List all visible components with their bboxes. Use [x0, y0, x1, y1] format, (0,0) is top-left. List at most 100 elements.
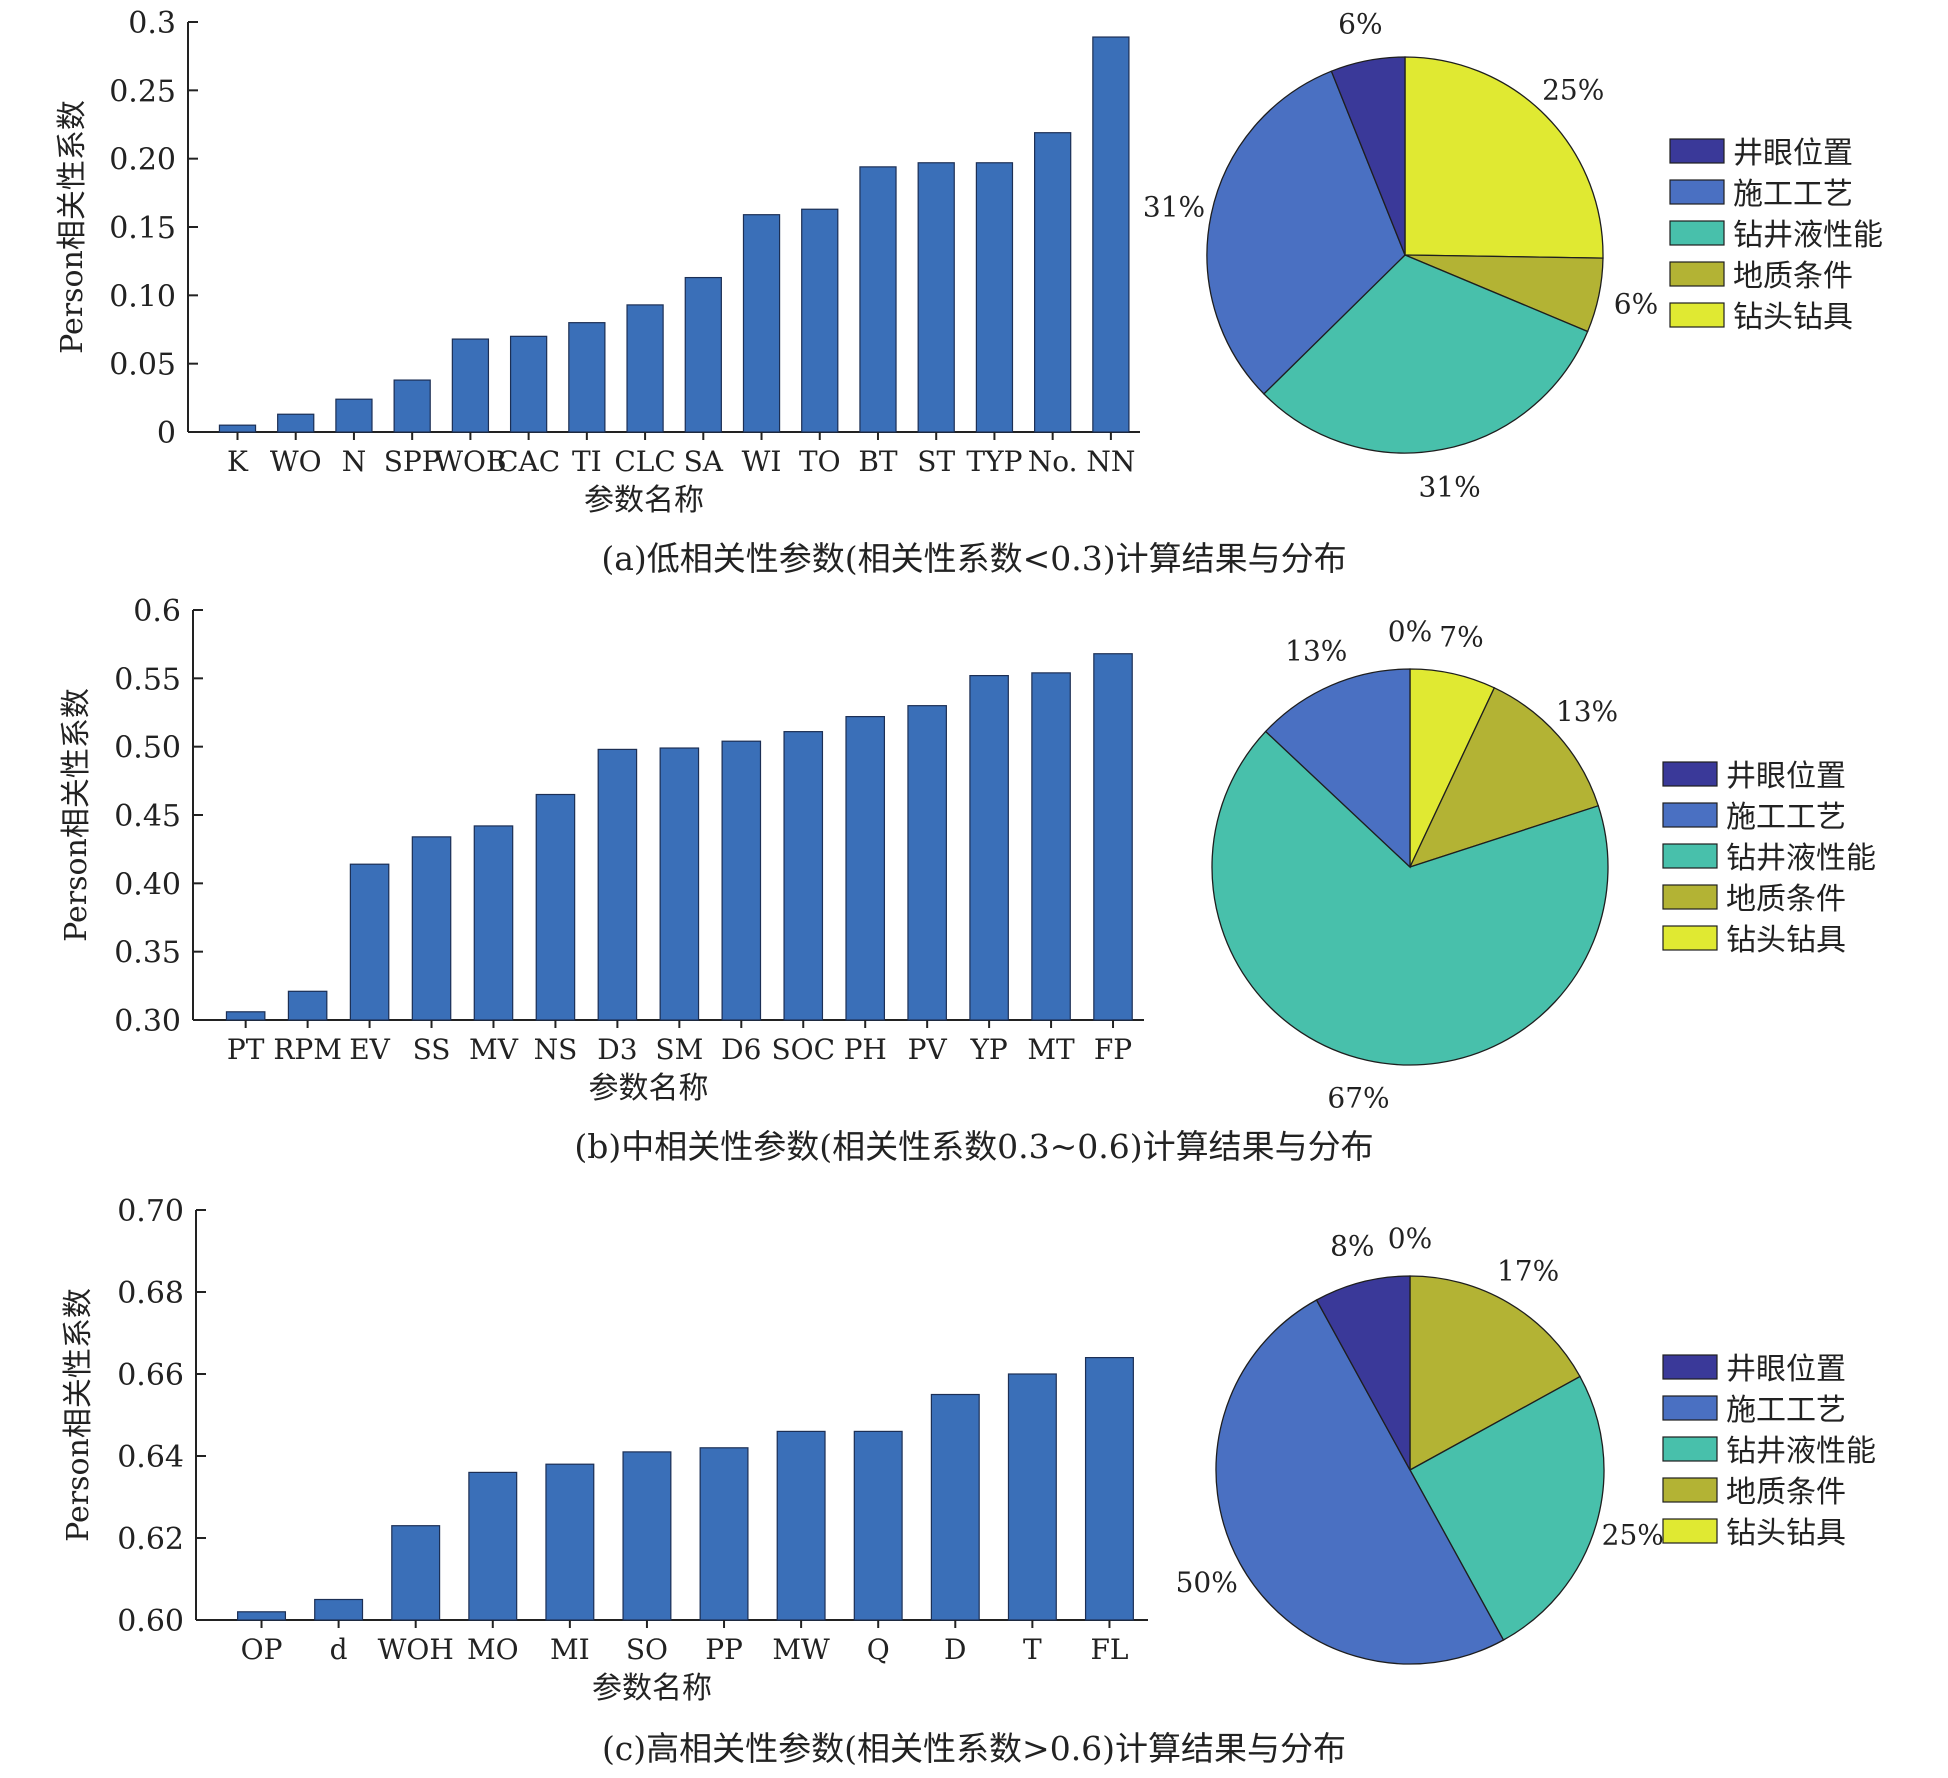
legend-swatch	[1669, 138, 1725, 164]
pie-slice	[1409, 1375, 1605, 1641]
x-tick-label: SA	[684, 445, 724, 478]
y-axis-label: Person相关性系数	[61, 1288, 96, 1542]
bar	[1093, 653, 1133, 1021]
pie-slice	[1404, 56, 1604, 259]
caption-c: (c)高相关性参数(相关性系数>0.6)计算结果与分布	[601, 1729, 1347, 1768]
x-tick-label: N	[342, 445, 367, 478]
pie-slice-label: 0%	[1388, 1222, 1432, 1255]
pie-slice	[1409, 1275, 1581, 1472]
legend-swatch	[1669, 302, 1725, 328]
x-tick-label: WOB	[434, 445, 506, 478]
bar	[509, 335, 548, 433]
legend-label: 施工工艺	[1726, 800, 1846, 835]
bar	[930, 1393, 980, 1621]
x-tick-label: TYP	[966, 445, 1022, 478]
y-tick-label: 0.45	[114, 799, 181, 834]
x-tick-label: NS	[534, 1033, 578, 1066]
legend-label: 地质条件	[1726, 1475, 1846, 1510]
bar	[1031, 672, 1071, 1021]
pie-slice-label: 6%	[1614, 287, 1658, 320]
pie-slice-label: 31%	[1419, 471, 1481, 504]
bar-chart-c: 0.60 0.62 0.64 0.66 0.68 0.70 OP d WOH MO MI SO PP MW…	[61, 1194, 1148, 1706]
bar	[721, 740, 762, 1021]
legend-swatch	[1662, 1354, 1718, 1380]
pie-slice-label: 13%	[1556, 695, 1618, 728]
legend-label: 地质条件	[1733, 259, 1853, 294]
legend-swatch	[1662, 1477, 1718, 1503]
y-tick-label: 0.20	[109, 143, 176, 178]
x-tick-label: SPP	[384, 445, 441, 478]
x-tick-label: PV	[908, 1033, 948, 1066]
bar	[225, 1011, 266, 1021]
bar	[783, 731, 824, 1021]
x-tick-label: D6	[721, 1033, 761, 1066]
x-tick-label: WI	[742, 445, 782, 478]
legend-swatch	[1669, 179, 1725, 205]
bar	[349, 863, 390, 1021]
bar	[393, 379, 431, 433]
bar	[699, 1447, 749, 1621]
x-tick-label: BT	[858, 445, 898, 478]
bar	[218, 424, 257, 433]
bar	[659, 747, 700, 1021]
pie-slice-label: 0%	[1388, 615, 1432, 648]
pie-slice-label: 7%	[1439, 621, 1483, 654]
x-tick-label: D	[944, 1633, 966, 1666]
pie-slice	[1211, 730, 1609, 1066]
legend-label: 施工工艺	[1733, 177, 1853, 212]
x-tick-label: Q	[867, 1633, 890, 1666]
y-axis-label: Person相关性系数	[55, 100, 90, 354]
legend-swatch	[1662, 843, 1718, 869]
y-tick-label: 0	[157, 416, 176, 451]
y-tick-label: 0.6	[133, 594, 181, 629]
x-tick-label: No.	[1028, 445, 1078, 478]
legend-swatch	[1662, 884, 1718, 910]
bar	[859, 166, 897, 433]
x-tick-label: WOH	[378, 1633, 454, 1666]
legend-swatch	[1662, 925, 1718, 951]
y-tick-label: 0.3	[128, 6, 176, 41]
legend-swatch	[1662, 1518, 1718, 1544]
y-tick-label: 0.68	[117, 1276, 184, 1311]
x-tick-label: MI	[550, 1633, 590, 1666]
x-tick-label: d	[330, 1633, 348, 1666]
pie-slice	[1264, 668, 1411, 869]
bar	[1084, 1356, 1134, 1621]
y-tick-label: 0.10	[109, 279, 176, 314]
bar	[335, 398, 373, 433]
bar	[468, 1471, 518, 1621]
x-tick-label: T	[1023, 1633, 1042, 1666]
x-tick-label: YP	[969, 1033, 1007, 1066]
x-tick-label: PH	[844, 1033, 887, 1066]
bar	[597, 748, 638, 1021]
x-axis-label: 参数名称	[584, 483, 704, 518]
bar	[1007, 1373, 1057, 1621]
pie-slice	[1330, 56, 1406, 256]
bar	[411, 836, 452, 1021]
x-axis-label: 参数名称	[592, 1671, 712, 1706]
bar	[535, 793, 576, 1021]
legend-swatch	[1669, 261, 1725, 287]
bar	[622, 1451, 672, 1621]
bar	[853, 1430, 903, 1621]
caption-a: (a)低相关性参数(相关性系数<0.3)计算结果与分布	[601, 539, 1347, 578]
bar	[451, 338, 490, 433]
bar	[907, 705, 947, 1021]
bar	[801, 208, 839, 433]
legend-swatch	[1669, 220, 1725, 246]
x-tick-label: PP	[705, 1633, 743, 1666]
x-tick-label: MO	[467, 1633, 519, 1666]
bar	[969, 674, 1009, 1021]
x-tick-label: OP	[241, 1633, 283, 1666]
pie-slice-label: 25%	[1542, 73, 1604, 106]
caption-b: (b)中相关性参数(相关性系数0.3~0.6)计算结果与分布	[574, 1127, 1374, 1166]
bar	[568, 322, 606, 433]
legend-swatch	[1662, 1395, 1718, 1421]
bar	[473, 825, 514, 1021]
pie-slice-label: 13%	[1285, 634, 1347, 667]
pie-slice	[1262, 254, 1589, 454]
